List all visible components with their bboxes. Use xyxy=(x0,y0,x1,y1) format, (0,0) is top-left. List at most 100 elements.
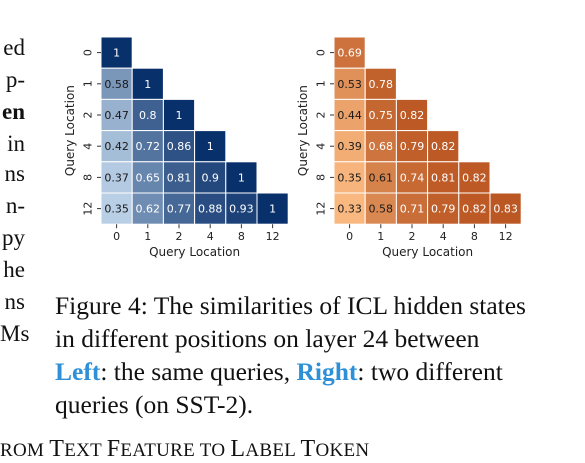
cell-value-label: 0.82 xyxy=(462,171,487,184)
cell-value-label: 1 xyxy=(269,203,276,216)
left-column-fragment: Ms xyxy=(0,321,30,346)
cell-value-label: 0.71 xyxy=(400,203,425,216)
y-tick-label: 1 xyxy=(82,80,95,87)
heading-part: F xyxy=(106,436,121,462)
heatmap-cell xyxy=(395,161,429,194)
x-tick-label: 1 xyxy=(377,230,384,243)
cell-value-label: 0.47 xyxy=(104,109,129,122)
cell-value-label: 1 xyxy=(207,140,214,153)
section-heading: ROM TEXT FEATURE TO LABEL TOKEN xyxy=(0,436,369,463)
heading-part: OKEN xyxy=(315,440,370,461)
x-tick-label: 4 xyxy=(440,230,447,243)
cell-value-label: 0.33 xyxy=(337,203,362,216)
cell-value-label: 0.88 xyxy=(198,203,223,216)
heading-part: T xyxy=(300,436,316,462)
heatmap-cell xyxy=(364,130,397,163)
y-tick-label: 2 xyxy=(82,112,95,119)
heatmap-cell xyxy=(333,192,366,225)
heatmap-cell xyxy=(333,36,366,69)
y-tick-label: 0 xyxy=(315,49,328,56)
y-tick-label: 12 xyxy=(82,202,95,216)
heading-part: ABEL xyxy=(245,440,301,461)
left-column-fragment: py xyxy=(2,225,25,250)
y-tick-label: 8 xyxy=(82,174,95,181)
y-axis-label: Query Location xyxy=(63,85,77,176)
heatmap-cell xyxy=(489,192,522,225)
cell-value-label: 1 xyxy=(238,171,245,184)
caption-prefix: Figure 4: The similarities of ICL hidden… xyxy=(55,291,526,353)
cell-value-label: 1 xyxy=(113,47,120,60)
cell-value-label: 0.44 xyxy=(337,109,362,122)
cell-value-label: 0.61 xyxy=(369,171,394,184)
cell-value-label: 0.58 xyxy=(104,78,129,91)
heatmap-cell xyxy=(100,192,133,225)
x-tick-label: 2 xyxy=(409,230,416,243)
cell-value-label: 0.77 xyxy=(167,203,192,216)
left-column-fragment: in xyxy=(7,131,25,156)
cell-value-label: 0.72 xyxy=(136,140,161,153)
left-column-fragment: p- xyxy=(5,67,25,92)
caption-left-word: Left xyxy=(55,357,101,386)
y-tick-label: 2 xyxy=(315,112,328,119)
heatmap-cell xyxy=(131,98,164,132)
heatmap-cell xyxy=(395,98,429,132)
y-tick-label: 12 xyxy=(315,202,328,216)
heatmap-cell xyxy=(427,130,460,163)
heatmap-cell xyxy=(131,192,164,225)
left-column-fragment: ns xyxy=(4,289,25,314)
heatmap-cell xyxy=(256,192,289,225)
x-tick-label: 0 xyxy=(113,230,120,243)
heatmap-cell xyxy=(162,192,196,225)
heatmap-left: 10.58 10.47 0.8 10.42 0.72 0.86 10.37 0.65 0.81 0… xyxy=(63,36,289,259)
cell-value-label: 0.82 xyxy=(400,109,425,122)
x-tick-label: 8 xyxy=(471,230,478,243)
cell-value-label: 0.78 xyxy=(369,78,394,91)
heatmap-cell xyxy=(131,161,164,194)
cell-value-label: 0.68 xyxy=(369,140,394,153)
heatmap-cell xyxy=(162,98,196,132)
cell-value-label: 0.79 xyxy=(400,140,425,153)
cell-value-label: 0.65 xyxy=(136,171,161,184)
cell-value-label: 1 xyxy=(144,78,151,91)
x-tick-label: 12 xyxy=(499,230,513,243)
y-tick-label: 4 xyxy=(315,143,328,150)
heading-part: T xyxy=(49,436,65,462)
heading-part: EATURE TO xyxy=(120,440,231,461)
heatmap-cell xyxy=(162,161,196,194)
caption-right-word: Right xyxy=(296,357,358,386)
x-tick-label: 12 xyxy=(266,230,280,243)
heading-part: ROM xyxy=(0,440,50,461)
y-axis-label: Query Location xyxy=(296,85,310,176)
cell-value-label: 0.86 xyxy=(167,140,192,153)
left-column-fragment: n- xyxy=(5,193,25,218)
cell-value-label: 0.37 xyxy=(104,171,129,184)
caption-suffix: : two different queries (on SST-2). xyxy=(55,357,503,419)
heatmap-cell xyxy=(225,161,258,194)
cell-value-label: 0.58 xyxy=(369,203,394,216)
heatmap-cell xyxy=(333,98,366,132)
cell-value-label: 0.82 xyxy=(431,140,456,153)
x-tick-label: 2 xyxy=(176,230,183,243)
heading-part: L xyxy=(230,436,246,462)
cell-value-label: 0.93 xyxy=(229,203,254,216)
x-axis-label: Query Location xyxy=(149,245,240,259)
y-tick-label: 4 xyxy=(82,143,95,150)
cell-value-label: 0.74 xyxy=(400,171,425,184)
x-tick-label: 0 xyxy=(346,230,353,243)
cell-value-label: 0.42 xyxy=(104,140,129,153)
y-tick-label: 8 xyxy=(315,174,328,181)
cell-value-label: 0.81 xyxy=(167,171,192,184)
heatmap-right: 0.69 0.53 0.78 0.44 0.75 0.82 0.39 0.68 0.79 0.82… xyxy=(296,36,522,259)
heatmap-cell xyxy=(364,192,397,225)
cell-value-label: 0.35 xyxy=(337,171,362,184)
cell-value-label: 0.75 xyxy=(369,109,394,122)
heatmap-cell xyxy=(333,67,366,100)
heatmap-figure: 10.58 10.47 0.8 10.42 0.72 0.86 10.37 0.65 0.81 0… xyxy=(63,36,522,259)
heatmap-cell xyxy=(333,130,366,163)
heatmap-cell xyxy=(333,161,366,194)
heatmap-cell xyxy=(100,98,133,132)
cell-value-label: 0.62 xyxy=(136,203,161,216)
cell-value-label: 0.8 xyxy=(139,109,157,122)
heatmap-cell xyxy=(162,130,196,163)
cell-value-label: 0.35 xyxy=(104,203,129,216)
